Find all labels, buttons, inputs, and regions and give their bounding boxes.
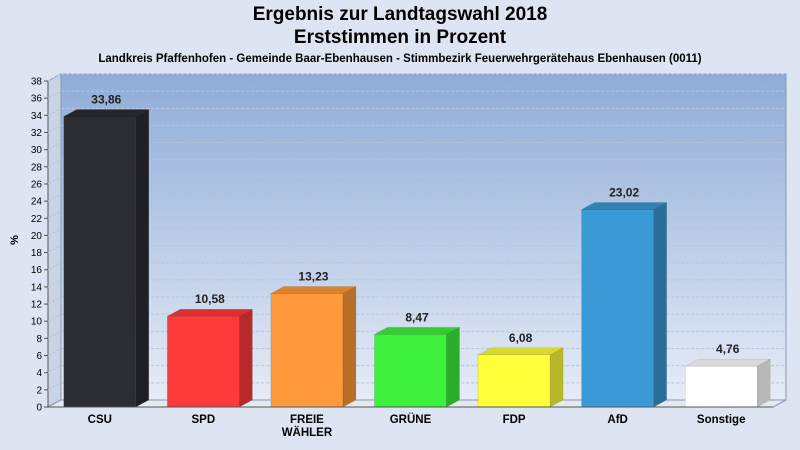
bar-freie-wähler: [270, 286, 357, 408]
y-tick-label: 30: [31, 145, 43, 156]
chart-caption: Landkreis Pfaffenhofen - Gemeinde Baar-E…: [98, 53, 702, 65]
bar-side: [239, 308, 253, 408]
x-tick-label: AfD: [607, 414, 627, 426]
bar-spd: [167, 308, 253, 408]
y-tick-label: 4: [36, 368, 42, 379]
bar-front: [581, 209, 654, 408]
x-tick-label: FDP: [503, 414, 526, 426]
bar-top: [477, 347, 564, 356]
value-label: 10,58: [195, 292, 225, 306]
bar-fdp: [477, 347, 564, 408]
bar-front: [477, 354, 551, 408]
value-label: 6,08: [509, 331, 533, 345]
x-tick-label: FREIE WÄHLER: [282, 414, 333, 439]
y-tick-label: 8: [36, 334, 42, 345]
y-tick-label: 16: [31, 265, 43, 276]
bar-top: [270, 286, 357, 294]
bar-grüne: [374, 326, 460, 408]
value-label: 33,86: [91, 93, 121, 107]
plot-side-wall: [47, 73, 62, 408]
bar-sonstige: [684, 358, 771, 408]
x-tick-label: Sonstige: [697, 414, 746, 426]
bar-front: [167, 315, 240, 408]
bar-side: [549, 347, 564, 408]
bar-top: [581, 202, 667, 210]
bar-afd: [581, 202, 667, 408]
chart-title: Ergebnis zur Landtagswahl 2018: [252, 4, 548, 25]
bar-top: [685, 358, 771, 367]
y-tick-label: 14: [31, 282, 43, 293]
bar-side: [756, 358, 771, 408]
bar-top: [167, 308, 253, 317]
y-tick-label: 18: [31, 248, 43, 259]
y-tick-label: 20: [31, 231, 43, 242]
bar-csu: [63, 109, 150, 408]
bar-side: [135, 109, 150, 408]
x-tick-label: CSU: [88, 414, 112, 426]
value-label: 4,76: [716, 342, 740, 356]
value-label: 13,23: [298, 270, 328, 284]
bar-side: [653, 202, 667, 408]
bar-front: [684, 365, 758, 408]
y-tick-label: 10: [31, 317, 43, 328]
value-label: 23,02: [609, 186, 639, 200]
y-tick-label: 26: [31, 179, 43, 190]
y-axis-label: %: [9, 235, 21, 245]
bar-top: [63, 109, 149, 117]
y-tick-label: 28: [31, 162, 43, 173]
chart-subtitle: Erststimmen in Prozent: [293, 27, 507, 48]
x-tick-label: GRÜNE: [390, 413, 432, 426]
y-tick-label: 2: [36, 385, 42, 396]
y-tick-label: 22: [31, 214, 43, 225]
bar-side: [342, 286, 357, 408]
bar-side: [446, 326, 460, 408]
y-tick-label: 36: [31, 94, 43, 105]
y-tick-label: 6: [36, 351, 42, 362]
bar-front: [63, 116, 137, 408]
y-tick-label: 12: [31, 300, 43, 311]
bar-front: [374, 334, 447, 408]
bar-top: [374, 327, 460, 335]
x-tick-label: SPD: [192, 414, 216, 426]
y-tick-label: 24: [31, 197, 43, 208]
bar-front: [270, 293, 344, 408]
value-label: 8,47: [405, 310, 429, 324]
y-tick-label: 34: [31, 111, 43, 122]
y-tick-label: 32: [31, 128, 43, 139]
y-tick-label: 38: [31, 77, 43, 88]
y-tick-label: 0: [36, 403, 42, 414]
